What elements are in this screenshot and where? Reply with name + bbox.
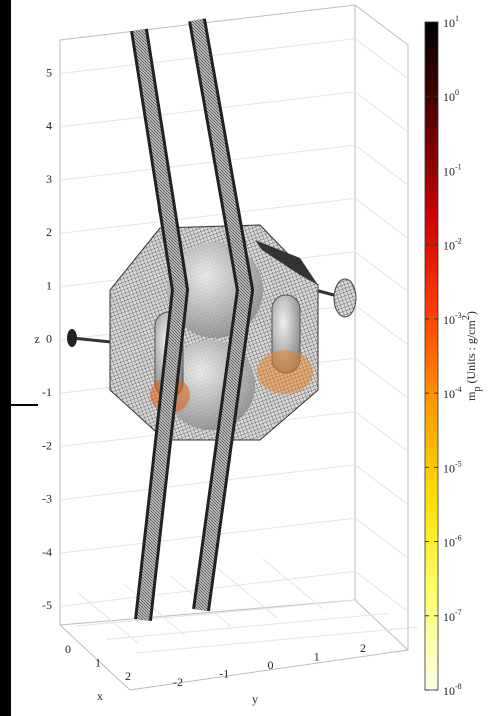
colorbar-label-part: 2 [461, 315, 472, 320]
y-tick-label: 0 [268, 658, 274, 672]
tick-exponent: -4 [455, 385, 462, 394]
tick-exponent: -8 [455, 682, 462, 691]
colorbar-tick-label: 10-7 [443, 608, 462, 623]
tick-base: 10 [443, 164, 455, 178]
tick-base: 10 [443, 16, 455, 30]
x-tick-label: 1 [95, 655, 101, 669]
z-tick-label: 1 [46, 278, 52, 292]
tick-exponent: -3 [455, 311, 462, 320]
z-tick-label: 3 [46, 172, 52, 186]
tick-exponent: -7 [455, 608, 462, 617]
colorbar-label: mp (Units : g/cm2) [461, 311, 483, 401]
tick-base: 10 [443, 313, 455, 327]
y-tick-label: 2 [360, 641, 366, 655]
colorbar-tick-label: 10-8 [443, 682, 462, 697]
grid-line [123, 584, 185, 635]
grid-line [59, 464, 409, 506]
colorbar-label-part: p [472, 386, 483, 391]
grid-line [59, 197, 409, 239]
frame-edge [0, 0, 11, 716]
z-tick-label: -4 [42, 545, 52, 559]
tick-exponent: -2 [455, 237, 462, 246]
colorbar-label-part: ) [464, 311, 478, 315]
grid-line [77, 592, 139, 644]
tick-exponent: -6 [455, 534, 462, 543]
colorbar-tick-label: 10-6 [443, 534, 462, 549]
x-axis-label: x [97, 689, 103, 703]
tick-base: 10 [443, 387, 455, 401]
z-tick-label: -5 [42, 598, 52, 612]
x-tick-label: 0 [65, 642, 71, 656]
z-tick-label: -3 [42, 492, 52, 506]
y-axis-label: y [252, 692, 258, 706]
z-axis-label: z [34, 332, 39, 346]
z-tick-label: 5 [46, 65, 52, 79]
y-tick-label: 1 [314, 649, 320, 663]
colorbar-label-part: (Units : g/cm [464, 319, 478, 386]
tick-base: 10 [443, 461, 455, 475]
tick-base: 10 [443, 90, 455, 104]
grid-line [216, 567, 278, 618]
grid-line [262, 558, 324, 610]
grid-line [75, 599, 359, 627]
colorbar-tick-label: 10-1 [443, 163, 462, 178]
colorbar [424, 21, 439, 691]
z-tick-label: -1 [42, 385, 52, 399]
colorbar-tick-label: 100 [443, 89, 459, 104]
z-tick-label: 4 [46, 119, 52, 133]
y-tick-label: -1 [219, 666, 229, 680]
tick-exponent: -5 [455, 460, 462, 469]
grid-line [135, 626, 419, 654]
tick-base: 10 [443, 684, 455, 698]
colorbar-tick-label: 10-5 [443, 460, 462, 475]
grid-line [105, 613, 389, 640]
colorbar-label-part: m [464, 391, 478, 401]
colorbar-tick-label: 10-3 [443, 311, 462, 326]
plot-box [59, 4, 410, 691]
spacecraft [67, 18, 357, 622]
tick-base: 10 [443, 535, 455, 549]
z-tick-label: 0 [46, 332, 52, 346]
tick-exponent: -1 [455, 163, 462, 172]
grid-line [59, 570, 409, 612]
z-tick-label: 2 [46, 225, 52, 239]
x-tick-label: 2 [125, 669, 131, 683]
tick-base: 10 [443, 610, 455, 624]
colorbar-tick-label: 101 [443, 14, 459, 29]
colorbar-tick-label: 10-4 [443, 385, 462, 400]
grid-line [59, 517, 409, 559]
tick-exponent: 0 [455, 89, 459, 98]
colorbar-tick-label: 10-2 [443, 237, 462, 252]
grid-line [59, 91, 409, 133]
z-tick-label: -2 [42, 438, 52, 452]
y-tick-label: -2 [173, 675, 183, 689]
tick-exponent: 1 [455, 14, 459, 23]
grid-line [59, 38, 409, 80]
tick-base: 10 [443, 238, 455, 252]
